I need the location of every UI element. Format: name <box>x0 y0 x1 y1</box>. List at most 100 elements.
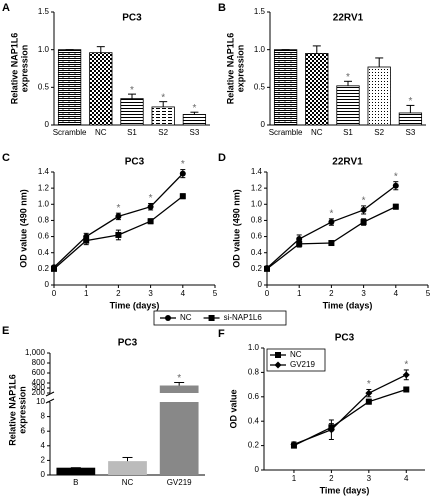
x-tick-label: S3 <box>190 128 200 137</box>
chart-title: PC3 <box>335 333 355 344</box>
panel-label: E <box>2 325 9 337</box>
data-point <box>147 218 154 225</box>
data-point <box>365 389 373 397</box>
y-tick-label: 0.2 <box>38 264 50 273</box>
x-tick-label: 4 <box>404 474 409 483</box>
x-tick-label: 1 <box>292 474 297 483</box>
data-point <box>328 240 335 247</box>
y-tick-label: 1.0 <box>254 45 266 54</box>
y-tick-label: 1.0 <box>38 45 50 54</box>
y-tick-label: 300 <box>32 383 46 392</box>
significance-marker: * <box>161 92 165 103</box>
y-tick-label: 0 <box>261 120 266 129</box>
bar-upper <box>159 385 199 393</box>
x-tick-label: B <box>73 478 78 487</box>
x-tick-label: 4 <box>394 289 399 298</box>
y-tick-label: 0.4 <box>248 416 260 425</box>
y-tick-label: 800 <box>32 358 46 367</box>
x-tick-label: S2 <box>374 128 384 137</box>
data-point <box>115 213 122 220</box>
data-point <box>403 386 410 393</box>
bar <box>159 402 199 475</box>
significance-marker: * <box>394 171 398 182</box>
x-tick-label: NC <box>95 128 107 137</box>
x-tick-label: NC <box>311 128 323 137</box>
y-tick-label: 0.6 <box>251 232 263 241</box>
bar <box>336 85 360 126</box>
panel-label: D <box>218 152 226 164</box>
y-axis-label: Relative NAP1L6 <box>9 33 19 105</box>
y-tick-label: 2 <box>41 456 46 465</box>
x-tick-label: Scramble <box>53 128 87 137</box>
significance-marker: * <box>408 96 412 107</box>
y-tick-label: 0.2 <box>251 264 263 273</box>
data-point <box>402 371 410 379</box>
y-axis-label: expression <box>19 45 29 93</box>
y-tick-label: 0 <box>45 120 50 129</box>
data-point <box>360 206 367 213</box>
y-tick-label: 0.5 <box>38 82 50 91</box>
data-point <box>147 203 154 210</box>
x-tick-label: S3 <box>406 128 416 137</box>
chart-title: PC3 <box>125 157 145 168</box>
data-point <box>290 440 298 448</box>
x-tick-label: S2 <box>158 128 168 137</box>
legend-marker <box>208 315 215 321</box>
y-tick-label: 600 <box>32 368 46 377</box>
y-tick-label: 1.4 <box>251 167 263 176</box>
significance-marker: * <box>329 208 333 219</box>
y-axis-label: expression <box>17 386 27 434</box>
panel-label: F <box>218 328 225 340</box>
significance-marker: * <box>404 360 408 371</box>
y-axis-label: OD value (490 nm) <box>18 189 28 268</box>
x-tick-label: 0 <box>52 289 57 298</box>
y-tick-label: 0.8 <box>251 216 263 225</box>
x-tick-label: 1 <box>84 289 89 298</box>
x-axis-label: Time (days) <box>323 300 373 310</box>
data-point <box>115 231 122 238</box>
y-tick-label: 0.2 <box>248 441 260 450</box>
significance-marker: * <box>177 373 181 384</box>
significance-marker: * <box>367 379 371 390</box>
y-tick-label: 1.2 <box>251 183 263 192</box>
legend-label: GV219 <box>290 360 315 369</box>
y-tick-label: 1.2 <box>38 183 50 192</box>
y-axis-label: Relative NAP1L6 <box>7 374 17 446</box>
data-point <box>327 426 335 434</box>
significance-marker: * <box>149 193 153 204</box>
bar <box>273 49 298 126</box>
x-tick-label: GV219 <box>167 478 192 487</box>
x-tick-label: NC <box>122 478 134 487</box>
legend-label: NC <box>180 313 192 322</box>
legend-label: si-NAP1L6 <box>224 313 263 322</box>
x-tick-label: S1 <box>343 128 353 137</box>
bar <box>57 49 82 126</box>
bar <box>398 112 423 126</box>
x-tick-label: 2 <box>329 474 334 483</box>
y-tick-label: 0.6 <box>38 232 50 241</box>
y-tick-label: 0.4 <box>38 248 50 257</box>
panel-label: B <box>218 2 226 14</box>
x-axis-label: Time (days) <box>320 485 370 495</box>
y-axis-label: OD value (490 nm) <box>231 189 241 268</box>
x-tick-label: 3 <box>361 289 366 298</box>
x-tick-label: Scramble <box>269 128 303 137</box>
y-tick-label: 1.0 <box>38 199 50 208</box>
y-axis-label: expression <box>235 45 245 93</box>
y-tick-label: 4 <box>41 441 46 450</box>
bar <box>182 114 207 126</box>
y-tick-label: 8 <box>41 412 46 421</box>
data-point <box>51 265 57 272</box>
series-line <box>266 185 397 269</box>
data-point <box>392 203 399 210</box>
data-point <box>392 182 399 189</box>
y-tick-label: 1.4 <box>38 167 50 176</box>
y-tick-label: 0.8 <box>38 216 50 225</box>
x-tick-label: 1 <box>297 289 302 298</box>
x-tick-label: S1 <box>127 128 137 137</box>
data-point <box>264 265 270 272</box>
chart-title: 22RV1 <box>333 13 364 24</box>
chart-title: PC3 <box>118 338 138 349</box>
data-point <box>360 219 367 226</box>
